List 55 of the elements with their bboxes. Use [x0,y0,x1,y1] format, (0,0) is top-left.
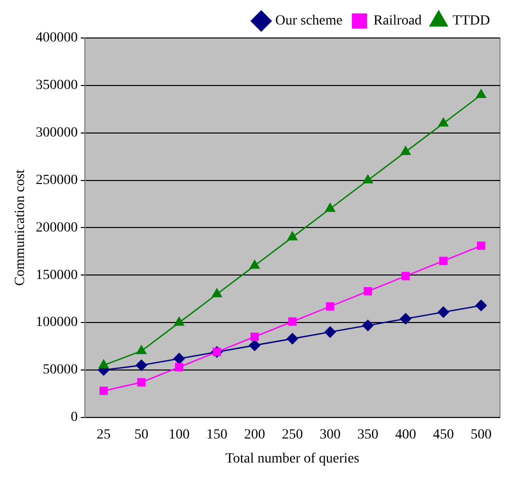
point [98,360,109,368]
y-tick-label: 300000 [36,126,78,141]
point [476,242,486,250]
point [250,332,259,341]
point [362,174,373,184]
y-tick-label: 250000 [36,172,78,188]
x-tick-label: 250 [282,427,303,442]
point [136,345,146,354]
point [250,260,260,269]
legend-label: Our scheme [275,14,342,29]
x-tick-label: 450 [432,427,454,442]
x-tick-label: 400 [395,427,416,442]
y-tick-label: 150000 [36,268,78,283]
point [212,288,222,298]
legend-label: Railroad [373,14,422,29]
y-tick-label: 400000 [36,30,78,46]
point [362,320,374,332]
point [475,300,487,312]
y-tick-label: 100000 [36,315,78,330]
x-tick-label: 300 [320,427,341,442]
point [288,317,297,326]
point [438,306,450,318]
x-tick-label: 150 [206,427,228,442]
x-tick-label: 100 [168,427,190,442]
x-tick-label: 50 [134,427,148,442]
legend-label: TTDD [452,14,490,29]
y-tick-label: 350000 [36,78,78,94]
point [400,313,412,324]
x-tick-label: 500 [470,427,492,442]
x-tick-label: 200 [244,427,266,442]
point [174,362,184,372]
x-tick-label: 25 [96,427,111,442]
point [99,386,108,396]
x-tick-label: 350 [357,427,378,442]
point [476,89,486,98]
y-tick-label: 0 [70,410,78,426]
y-tick-label: 200000 [36,220,78,236]
y-axis-title: Communication cost [13,169,28,286]
point [174,316,184,326]
point [286,333,298,344]
point [401,272,410,280]
y-tick-label: 50000 [42,362,78,378]
x-axis-title: Total number of queries [225,451,360,466]
point [174,352,185,364]
point [137,378,146,386]
point [136,360,148,371]
point [326,302,334,311]
point [287,232,298,240]
point [438,118,448,127]
point [364,287,372,296]
point [400,146,411,155]
point [325,203,336,212]
point [439,256,448,266]
point [249,340,260,351]
point [324,326,336,338]
